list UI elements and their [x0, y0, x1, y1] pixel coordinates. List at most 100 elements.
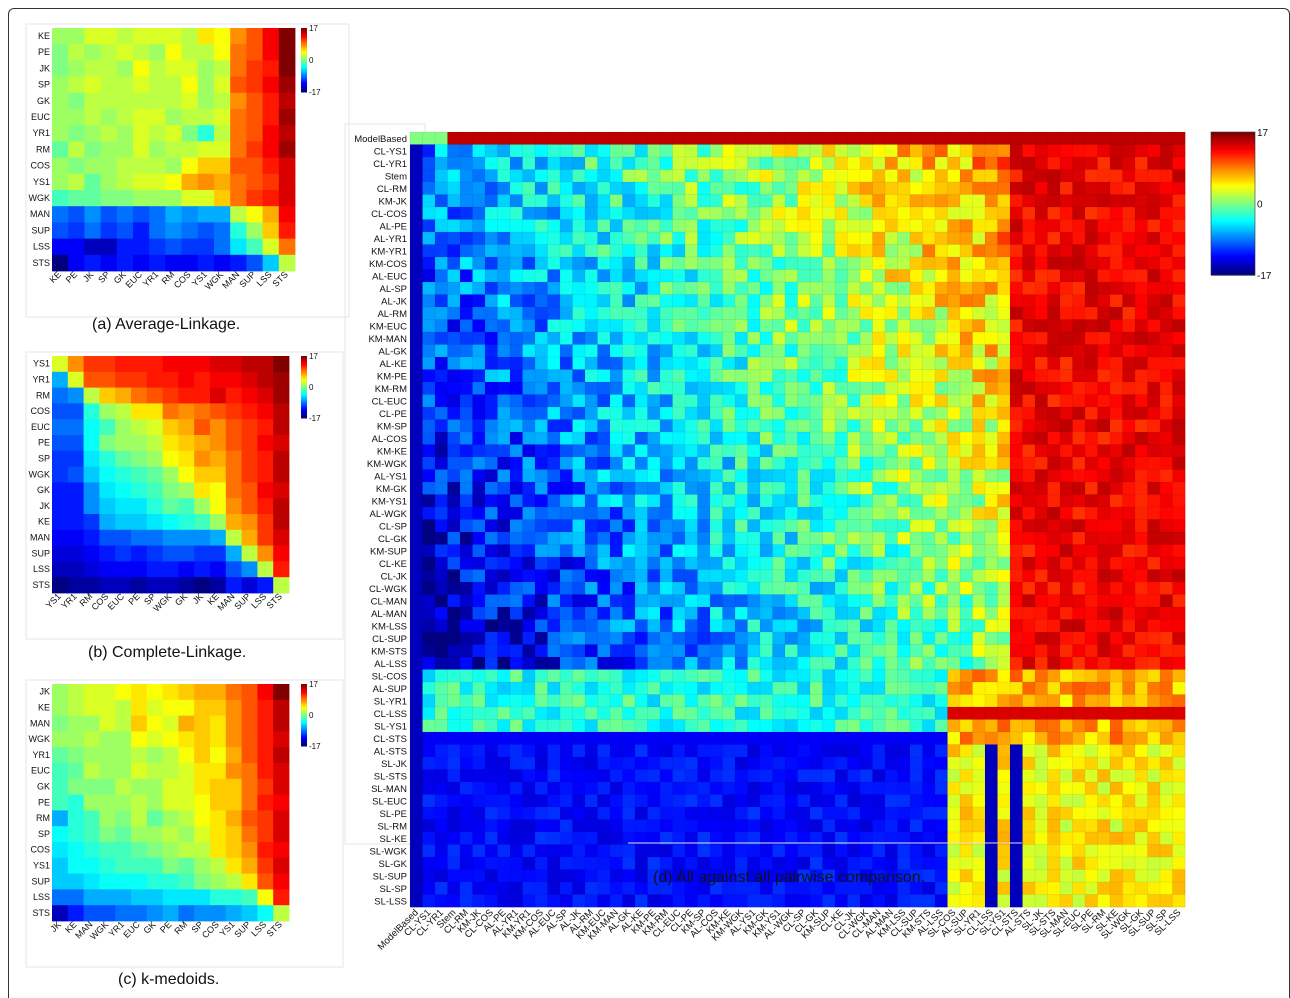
heatmap-cell — [985, 220, 998, 233]
heatmap-cell — [473, 795, 486, 808]
heatmap-cell — [435, 245, 448, 258]
heatmap-cell — [985, 170, 998, 183]
heatmap-cell — [848, 320, 861, 333]
heatmap-cell — [873, 470, 886, 483]
heatmap-cell — [423, 532, 436, 545]
heatmap-cell — [460, 445, 473, 458]
heatmap-cell — [960, 482, 973, 495]
heatmap-cell — [723, 245, 736, 258]
heatmap-cell — [998, 195, 1011, 208]
heatmap-cell — [99, 435, 115, 451]
y-tick-label: COS — [30, 406, 50, 416]
heatmap-cell — [823, 720, 836, 733]
heatmap-cell — [760, 595, 773, 608]
y-tick-label: EUC — [31, 112, 51, 122]
heatmap-cell — [960, 207, 973, 220]
heatmap-cell — [178, 747, 194, 763]
heatmap-cell — [242, 435, 258, 451]
heatmap-cell — [423, 507, 436, 520]
heatmap-cell — [131, 419, 147, 435]
heatmap-cell — [149, 44, 166, 61]
heatmap-cell — [635, 657, 648, 670]
heatmap-cell — [510, 320, 523, 333]
heatmap-cell — [585, 207, 598, 220]
heatmap-cell — [1085, 845, 1098, 858]
heatmap-cell — [548, 182, 561, 195]
heatmap-cell — [460, 595, 473, 608]
heatmap-cell — [760, 507, 773, 520]
heatmap-cell — [163, 684, 179, 700]
heatmap-cell — [1010, 457, 1023, 470]
heatmap-cell — [1098, 182, 1111, 195]
heatmap-cell — [785, 370, 798, 383]
heatmap-cell — [1135, 645, 1148, 658]
heatmap-cell — [585, 270, 598, 283]
heatmap-cell — [923, 295, 936, 308]
heatmap-cell — [735, 745, 748, 758]
heatmap-cell — [835, 732, 848, 745]
heatmap-cell — [257, 874, 273, 890]
heatmap-cell — [848, 570, 861, 583]
heatmap-cell — [1148, 845, 1161, 858]
heatmap-cell — [798, 632, 811, 645]
heatmap-cell — [710, 320, 723, 333]
heatmap-cell — [435, 207, 448, 220]
heatmap-cell — [182, 190, 199, 207]
colorbar-tick: 17 — [309, 352, 318, 361]
heatmap-cell — [1123, 332, 1136, 345]
heatmap-cell — [985, 632, 998, 645]
heatmap-cell — [68, 77, 85, 94]
heatmap-cell — [101, 77, 118, 94]
heatmap-cell — [673, 795, 686, 808]
heatmap-cell — [935, 320, 948, 333]
heatmap-cell — [748, 382, 761, 395]
heatmap-cell — [147, 467, 163, 483]
heatmap-cell — [1098, 870, 1111, 883]
heatmap-cell — [68, 435, 84, 451]
heatmap-cell — [273, 826, 289, 842]
heatmap-cell — [585, 182, 598, 195]
heatmap-cell — [149, 206, 166, 223]
heatmap-cell — [648, 282, 661, 295]
heatmap-cell — [748, 532, 761, 545]
heatmap-cell — [935, 820, 948, 833]
heatmap-cell — [935, 470, 948, 483]
heatmap-cell — [1023, 245, 1036, 258]
y-tick-label: SL-RM — [377, 821, 407, 832]
heatmap-cell — [973, 845, 986, 858]
heatmap-cell — [848, 507, 861, 520]
heatmap-cell — [198, 158, 215, 175]
heatmap-cell — [1110, 170, 1123, 183]
heatmap-cell — [448, 382, 461, 395]
heatmap-cell — [585, 332, 598, 345]
heatmap-cell — [560, 182, 573, 195]
heatmap-cell — [648, 345, 661, 358]
heatmap-cell — [535, 332, 548, 345]
heatmap-cell — [935, 545, 948, 558]
heatmap-cell — [560, 745, 573, 758]
heatmap-cell — [99, 514, 115, 530]
heatmap-cell — [460, 695, 473, 708]
heatmap-cell — [131, 561, 147, 577]
heatmap-cell — [598, 220, 611, 233]
heatmap-cell — [460, 707, 473, 720]
heatmap-cell — [263, 77, 280, 94]
heatmap-cell — [523, 145, 536, 158]
heatmap-cell — [1173, 820, 1186, 833]
heatmap-cell — [535, 895, 548, 908]
heatmap-cell — [585, 820, 598, 833]
heatmap-cell — [1123, 545, 1136, 558]
heatmap-cell — [960, 182, 973, 195]
heatmap-cell — [1173, 307, 1186, 320]
heatmap-cell — [410, 595, 423, 608]
heatmap-cell — [1098, 220, 1111, 233]
heatmap-cell — [673, 670, 686, 683]
heatmap-cell — [460, 232, 473, 245]
heatmap-cell — [960, 582, 973, 595]
heatmap-cell — [748, 195, 761, 208]
heatmap-cell — [660, 570, 673, 583]
heatmap-cell — [84, 779, 100, 795]
heatmap-cell — [660, 370, 673, 383]
heatmap-cell — [810, 770, 823, 783]
heatmap-cell — [948, 745, 961, 758]
